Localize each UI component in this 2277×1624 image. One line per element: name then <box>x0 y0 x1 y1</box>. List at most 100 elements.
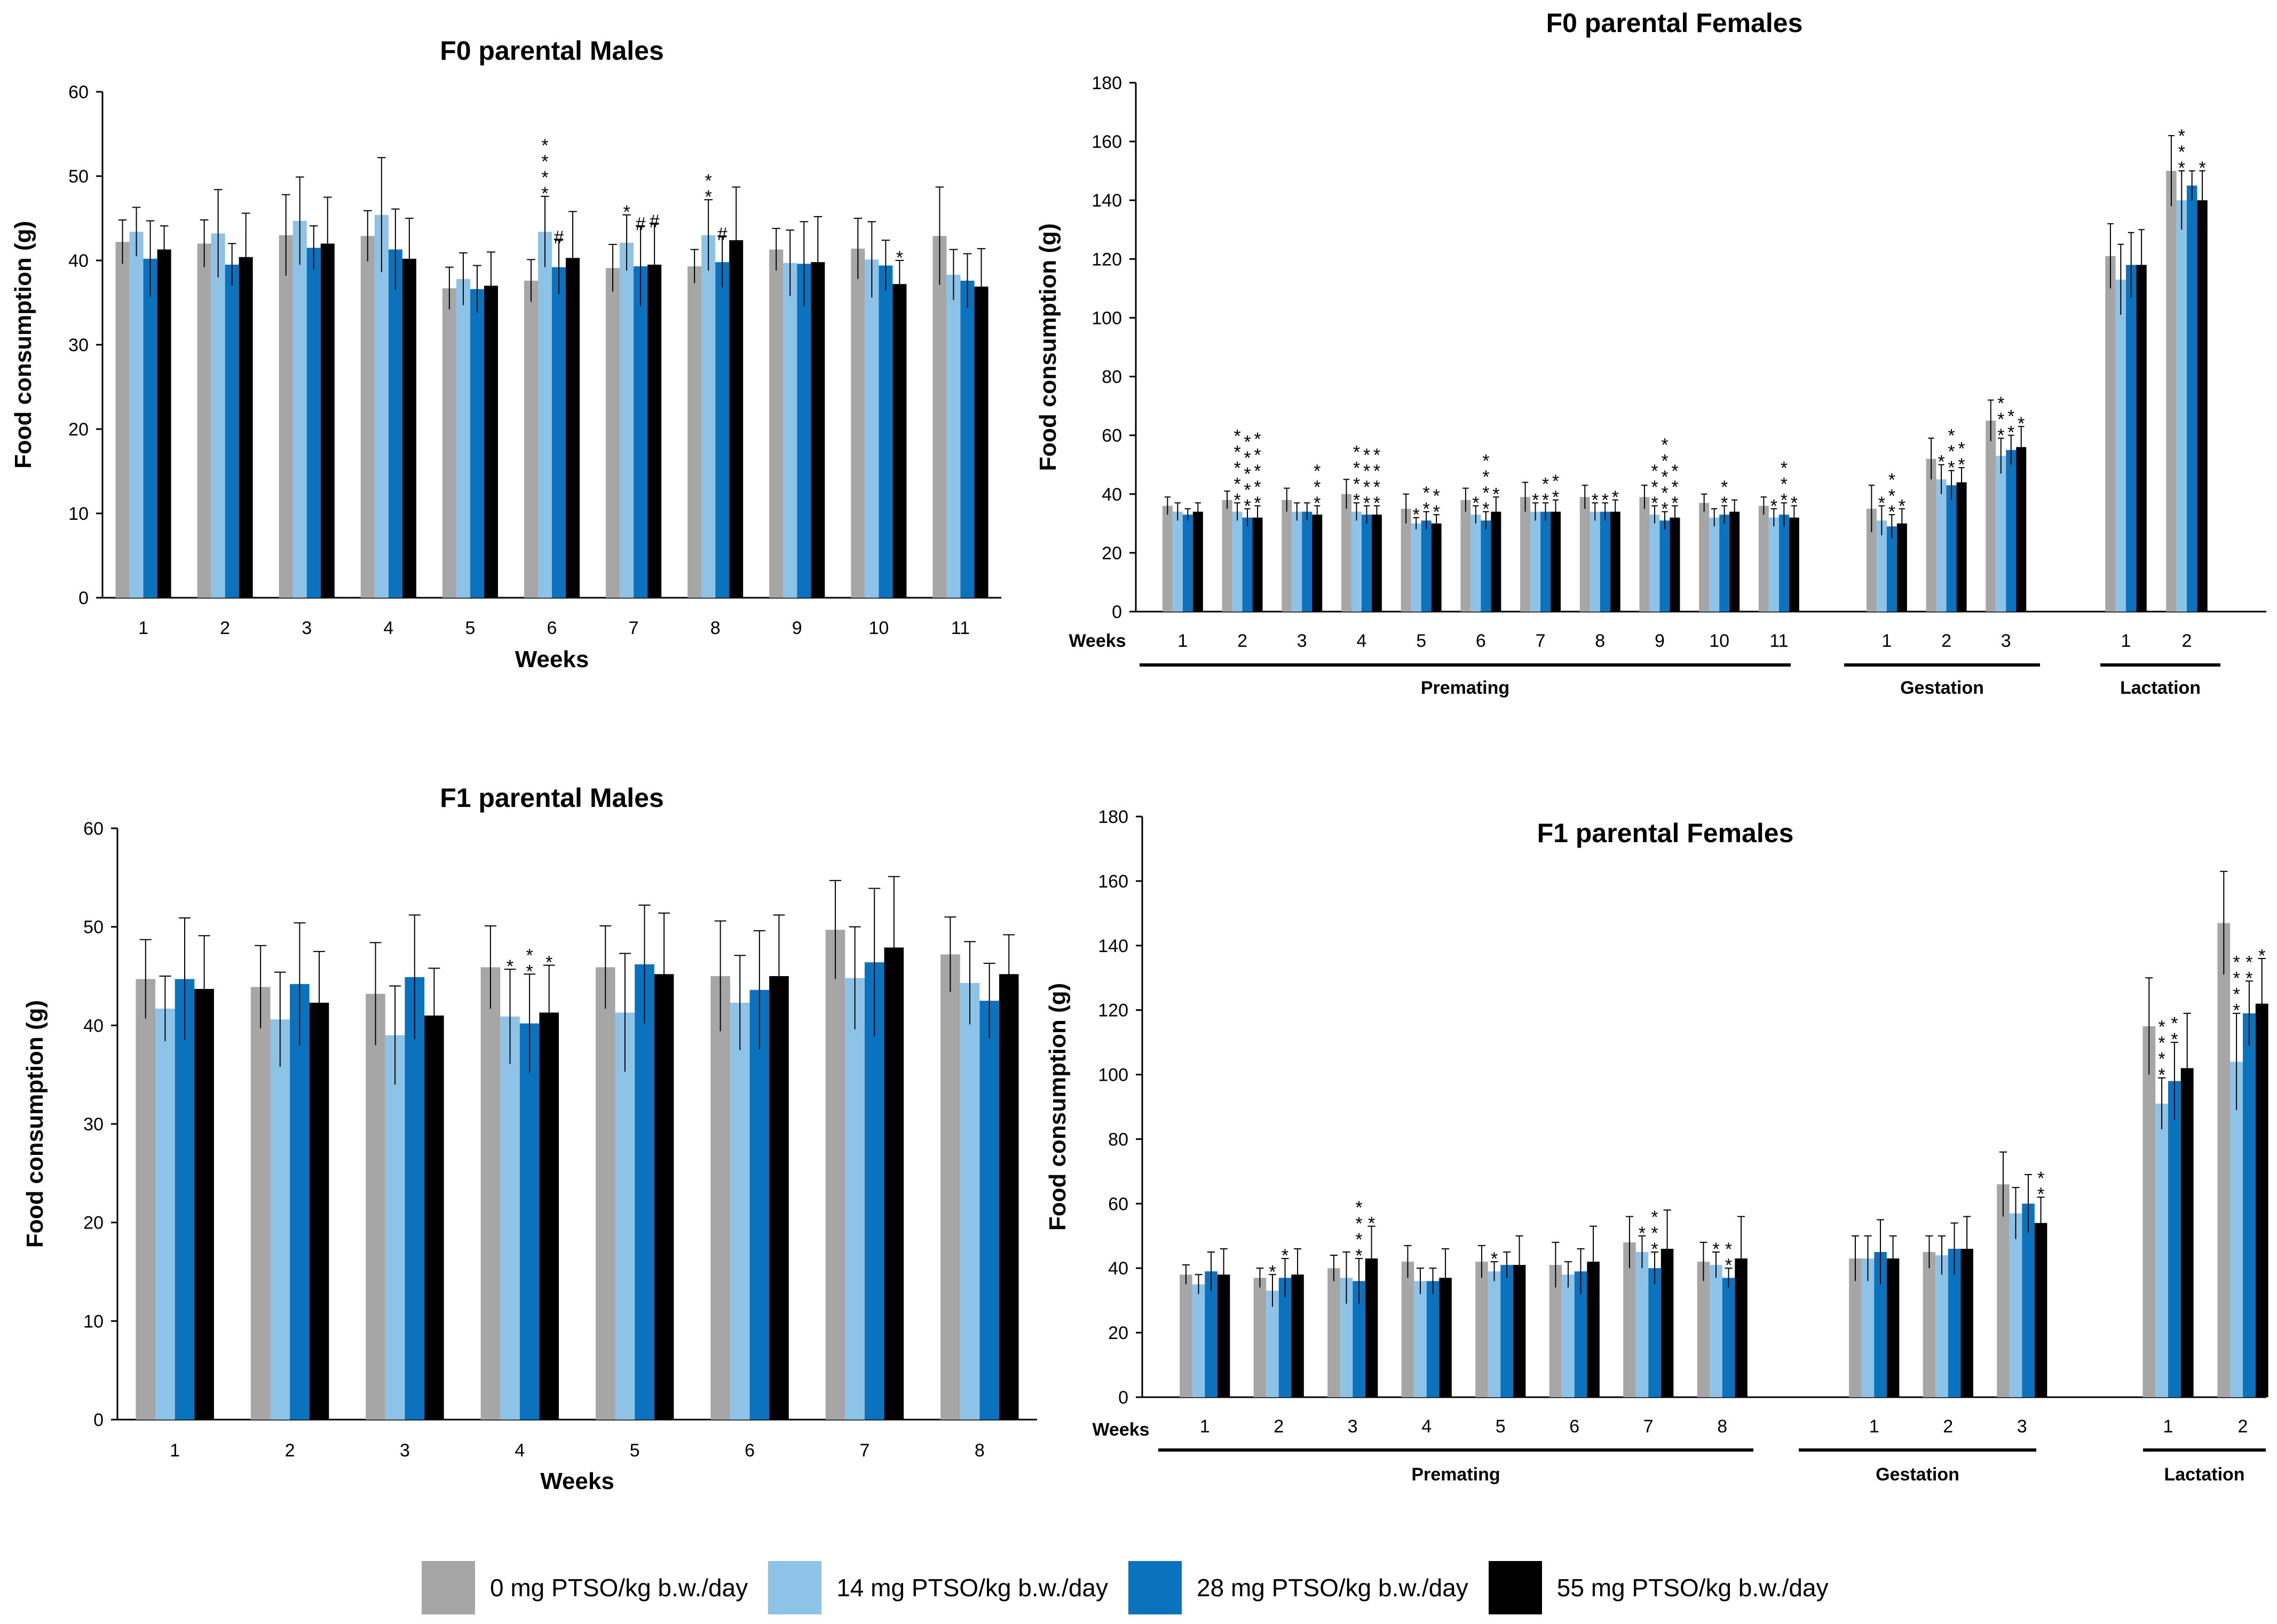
significance-mark: * <box>1725 1255 1732 1276</box>
significance-mark: * <box>1269 1262 1276 1282</box>
error-bar <box>2232 1012 2241 1111</box>
chart-panel-1: F0 parental Males Food consumption (g) 0 10… <box>10 36 1001 672</box>
bar-s1-c7 <box>1520 497 1531 612</box>
error-bar <box>2178 170 2185 230</box>
bar-s1-c9 <box>1639 497 1650 612</box>
bar-s4-c6 <box>566 258 580 598</box>
category-label: 3 <box>2017 1416 2027 1437</box>
bar-s3-c5 <box>1421 520 1432 612</box>
significance-mark: * <box>507 956 513 977</box>
y-tick-label: 20 <box>1102 543 1122 564</box>
bar-s4-c1 <box>1217 1274 1230 1397</box>
error-bar <box>1281 1258 1289 1297</box>
bar-s3-c5 <box>470 289 484 598</box>
error-bar <box>2117 243 2124 315</box>
bar-s2-c5 <box>456 279 470 598</box>
bar-s3-c14 <box>2006 450 2017 612</box>
error-bar <box>1602 502 1608 521</box>
bar-s2-c2 <box>270 1019 290 1420</box>
significance-mark: * <box>1639 1223 1646 1243</box>
error-bar <box>636 226 645 306</box>
legend-swatch <box>768 1561 822 1614</box>
bar-s4-c6 <box>1491 511 1501 612</box>
bar-s3-c5 <box>635 964 654 1420</box>
bar-s3-c4 <box>519 1023 540 1420</box>
error-bar <box>2170 1042 2179 1120</box>
y-tick-label: 60 <box>68 82 89 102</box>
y-tick-label: 0 <box>93 1410 104 1430</box>
bar-s2-c6 <box>730 1002 750 1420</box>
significance-mark: * <box>1363 445 1370 465</box>
bar-s4-c3 <box>320 243 335 598</box>
category-label: 8 <box>1595 631 1605 651</box>
error-bar <box>2157 1077 2166 1130</box>
significance-mark: * <box>2178 142 2185 162</box>
category-label: 9 <box>792 618 802 638</box>
error-bar <box>227 243 236 286</box>
error-bar <box>1721 505 1728 524</box>
group-label: Premating <box>1421 678 1509 698</box>
bar-s1-c4 <box>480 967 501 1420</box>
significance-mark: * <box>1355 1214 1362 1234</box>
error-bar <box>159 976 171 1041</box>
significance-mark: # <box>554 227 564 248</box>
bar-s2-c7 <box>1635 1252 1649 1397</box>
error-bar <box>1999 1151 2007 1217</box>
error-bar <box>2107 223 2114 289</box>
significance-mark: * <box>2007 407 2014 427</box>
error-bar <box>1314 505 1321 524</box>
significance-mark: * <box>2233 1001 2240 1021</box>
y-tick-label: 50 <box>68 167 89 187</box>
bar-s1-c10 <box>1699 503 1710 612</box>
significance-mark: * <box>2246 952 2252 972</box>
bar-s1-c8 <box>1697 1262 1710 1397</box>
error-bar <box>1403 493 1409 524</box>
error-bar <box>1650 1251 1659 1285</box>
group-label: Lactation <box>2120 678 2201 698</box>
category-label: 4 <box>383 618 393 638</box>
bar-s4-c7 <box>647 264 662 598</box>
category-label: 5 <box>465 618 475 638</box>
error-bar <box>1164 496 1171 515</box>
y-tick-label: 60 <box>1102 426 1122 446</box>
bar-s4-c11 <box>1789 517 1799 612</box>
significance-mark: * <box>1651 1239 1658 1259</box>
error-bar <box>428 968 440 1063</box>
y-tick-label: 10 <box>68 504 89 524</box>
error-bar <box>1948 470 1955 500</box>
significance-mark: * <box>1791 493 1798 513</box>
error-bar <box>504 969 516 1064</box>
bar-s1-c13 <box>2217 923 2231 1397</box>
significance-mark: * <box>1234 490 1240 510</box>
error-bar <box>1363 505 1370 524</box>
bar-s3-c15 <box>2126 265 2137 612</box>
significance-mark: * <box>1661 483 1668 503</box>
bar-s3-c6 <box>749 989 770 1420</box>
significance-mark: * <box>1878 493 1885 513</box>
bar-s3-c2 <box>290 984 310 1420</box>
significance-mark: * <box>1244 480 1251 500</box>
error-bar <box>619 953 631 1072</box>
weeks-label: Weeks <box>1092 1420 1149 1440</box>
bar-s1-c4 <box>360 236 375 598</box>
significance-mark: * <box>526 945 533 965</box>
bar-s4-c9 <box>1886 1258 1900 1397</box>
bar-s1-c9 <box>1849 1258 1862 1397</box>
error-bar <box>1284 487 1290 512</box>
significance-mark: * <box>1244 448 1251 468</box>
error-bar <box>813 216 823 308</box>
significance-mark: * <box>1552 487 1559 508</box>
error-bar <box>568 211 577 305</box>
significance-mark: * <box>1958 439 1965 459</box>
category-label: 7 <box>1643 1416 1654 1437</box>
error-bar <box>849 926 861 1029</box>
category-label: 3 <box>2001 631 2011 651</box>
category-label: 4 <box>515 1440 525 1461</box>
error-bar <box>524 973 536 1073</box>
legend-item: 55 mg PTSO/kg b.w./day <box>1488 1561 1829 1614</box>
group-label: Gestation <box>1876 1464 1959 1485</box>
bar-s4-c1 <box>157 249 171 598</box>
bar-s3-c11 <box>2022 1203 2035 1397</box>
bar-s2-c13 <box>2230 1061 2243 1397</box>
